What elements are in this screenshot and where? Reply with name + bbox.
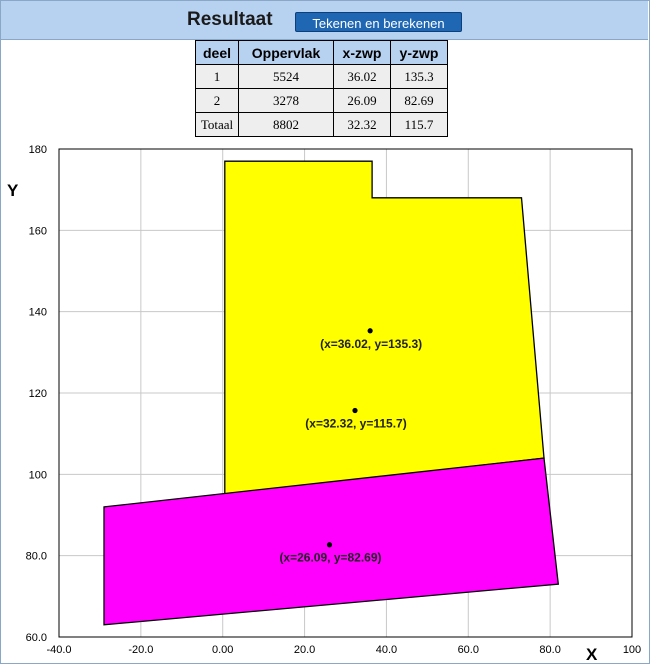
- column-header-y-zwp: y-zwp: [390, 40, 448, 65]
- x-tick-label: -40.0: [46, 644, 71, 656]
- x-tick-label: 80.0: [539, 644, 560, 656]
- cell-deel: 2: [195, 88, 239, 113]
- cell-y-zwp: 82.69: [390, 88, 448, 113]
- column-header-x-zwp: x-zwp: [333, 40, 391, 65]
- y-tick-label: 80.0: [26, 551, 47, 563]
- cell-x-zwp: 26.09: [333, 88, 391, 113]
- cell-deel: Totaal: [195, 112, 239, 137]
- centroid-points: (x=36.02, y=135.3) (x=32.32, y=115.7) (x=2…: [279, 328, 422, 565]
- centroid-point: [326, 542, 333, 548]
- cell-oppervlak: 5524: [238, 64, 334, 89]
- polygon-part-1: [224, 160, 545, 496]
- column-header-deel: deel: [195, 40, 239, 65]
- centroid-label: (x=36.02, y=135.3): [320, 337, 422, 351]
- y-tick-label: 180: [29, 144, 47, 156]
- y-tick-label: 140: [29, 307, 47, 319]
- centroid-point: [367, 328, 373, 334]
- table-row-total: Totaal 8802 32.32 115.7: [195, 112, 448, 137]
- x-tick-label: 20.0: [294, 644, 315, 656]
- cell-oppervlak: 3278: [238, 88, 334, 113]
- cell-x-zwp: 36.02: [333, 64, 391, 89]
- plot-border: [58, 148, 633, 638]
- y-tick-label: 160: [29, 225, 47, 237]
- x-tick-label: 100: [623, 644, 641, 656]
- x-tick-label: 40.0: [376, 644, 397, 656]
- table-header-row: deel Oppervlak x-zwp y-zwp: [195, 40, 448, 65]
- y-tick-label: 100: [29, 469, 47, 481]
- polygon-part-2: [103, 457, 560, 626]
- table-row: 1 5524 36.02 135.3: [195, 64, 448, 89]
- column-header-oppervlak: Oppervlak: [238, 40, 334, 65]
- page-title: Resultaat: [187, 9, 273, 30]
- x-tick-label: -20.0: [128, 644, 153, 656]
- cell-y-zwp: 115.7: [390, 112, 448, 137]
- cell-oppervlak: 8802: [238, 112, 334, 137]
- results-table: deel Oppervlak x-zwp y-zwp 1 5524 36.02 …: [195, 40, 448, 137]
- y-axis-label: Y: [7, 181, 19, 200]
- x-tick-label: 0.00: [212, 644, 233, 656]
- centroid-point: [352, 407, 358, 414]
- y-tick-label: 60.0: [26, 632, 47, 644]
- x-axis-label: X: [586, 645, 598, 664]
- y-tick-label: 120: [29, 388, 47, 400]
- table-row: 2 3278 26.09 82.69: [195, 88, 448, 113]
- tick-labels: -40.0 -20.0 0.00 20.0 40.0 60.0 80.0 100 60.0 80.…: [26, 144, 642, 656]
- header-bar: Resultaat Tekenen en berekenen: [1, 1, 648, 40]
- x-tick-label: 60.0: [458, 644, 479, 656]
- draw-calculate-button[interactable]: Tekenen en berekenen: [295, 12, 462, 32]
- cell-y-zwp: 135.3: [390, 64, 448, 89]
- polygons: [103, 160, 560, 626]
- centroid-label: (x=26.09, y=82.69): [279, 551, 381, 565]
- centroid-label: (x=32.32, y=115.7): [305, 416, 406, 430]
